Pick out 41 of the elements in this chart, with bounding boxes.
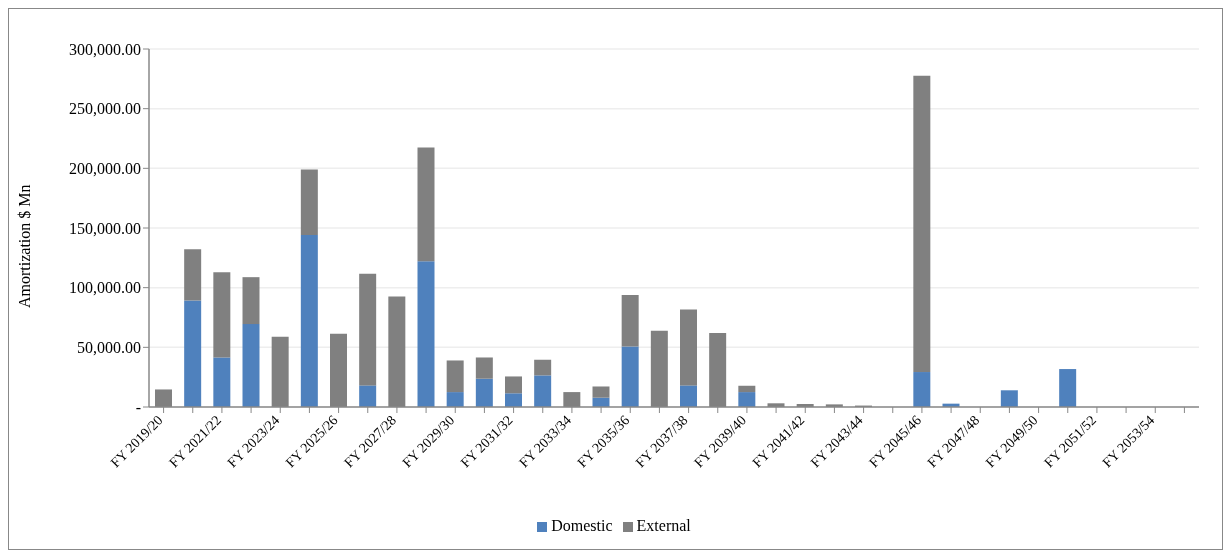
bar: [184, 249, 202, 301]
bar: [680, 385, 697, 407]
bar: [1059, 369, 1077, 407]
bar: [680, 309, 697, 386]
bar: [446, 360, 464, 393]
y-axis-title: Amortization $ Mn: [15, 184, 33, 308]
bar: [534, 359, 552, 376]
bar: [213, 272, 231, 358]
bar: [300, 235, 318, 407]
bar: [242, 324, 260, 407]
y-tick-label: 100,000.00: [69, 279, 141, 297]
bar: [359, 385, 377, 407]
bar: [446, 392, 464, 407]
bar: [417, 147, 435, 262]
bar: [621, 294, 639, 347]
bar: [213, 357, 231, 407]
y-tick-label: 50,000.00: [77, 339, 141, 357]
bar: [913, 372, 931, 407]
bar: [417, 261, 435, 407]
bar: [621, 346, 639, 407]
legend-label: Domestic: [551, 517, 613, 534]
bar: [505, 393, 522, 407]
bar: [913, 75, 931, 373]
bar: [738, 385, 756, 393]
bar: [475, 378, 493, 407]
bar: [475, 357, 493, 379]
legend-label: External: [636, 517, 691, 534]
bar: [592, 386, 610, 398]
bar: [738, 392, 756, 407]
bar: [359, 273, 377, 386]
y-tick-label: 300,000.00: [69, 40, 141, 58]
bar: [505, 376, 522, 394]
bar: [300, 169, 318, 236]
bar: [242, 277, 260, 325]
y-tick-label: 250,000.00: [69, 100, 141, 118]
y-tick-label: 200,000.00: [69, 160, 141, 178]
bar: [184, 300, 202, 407]
bar: [1000, 390, 1018, 407]
bar: [534, 375, 552, 407]
y-tick-label: -: [135, 398, 141, 416]
y-tick-label: 150,000.00: [69, 219, 141, 237]
